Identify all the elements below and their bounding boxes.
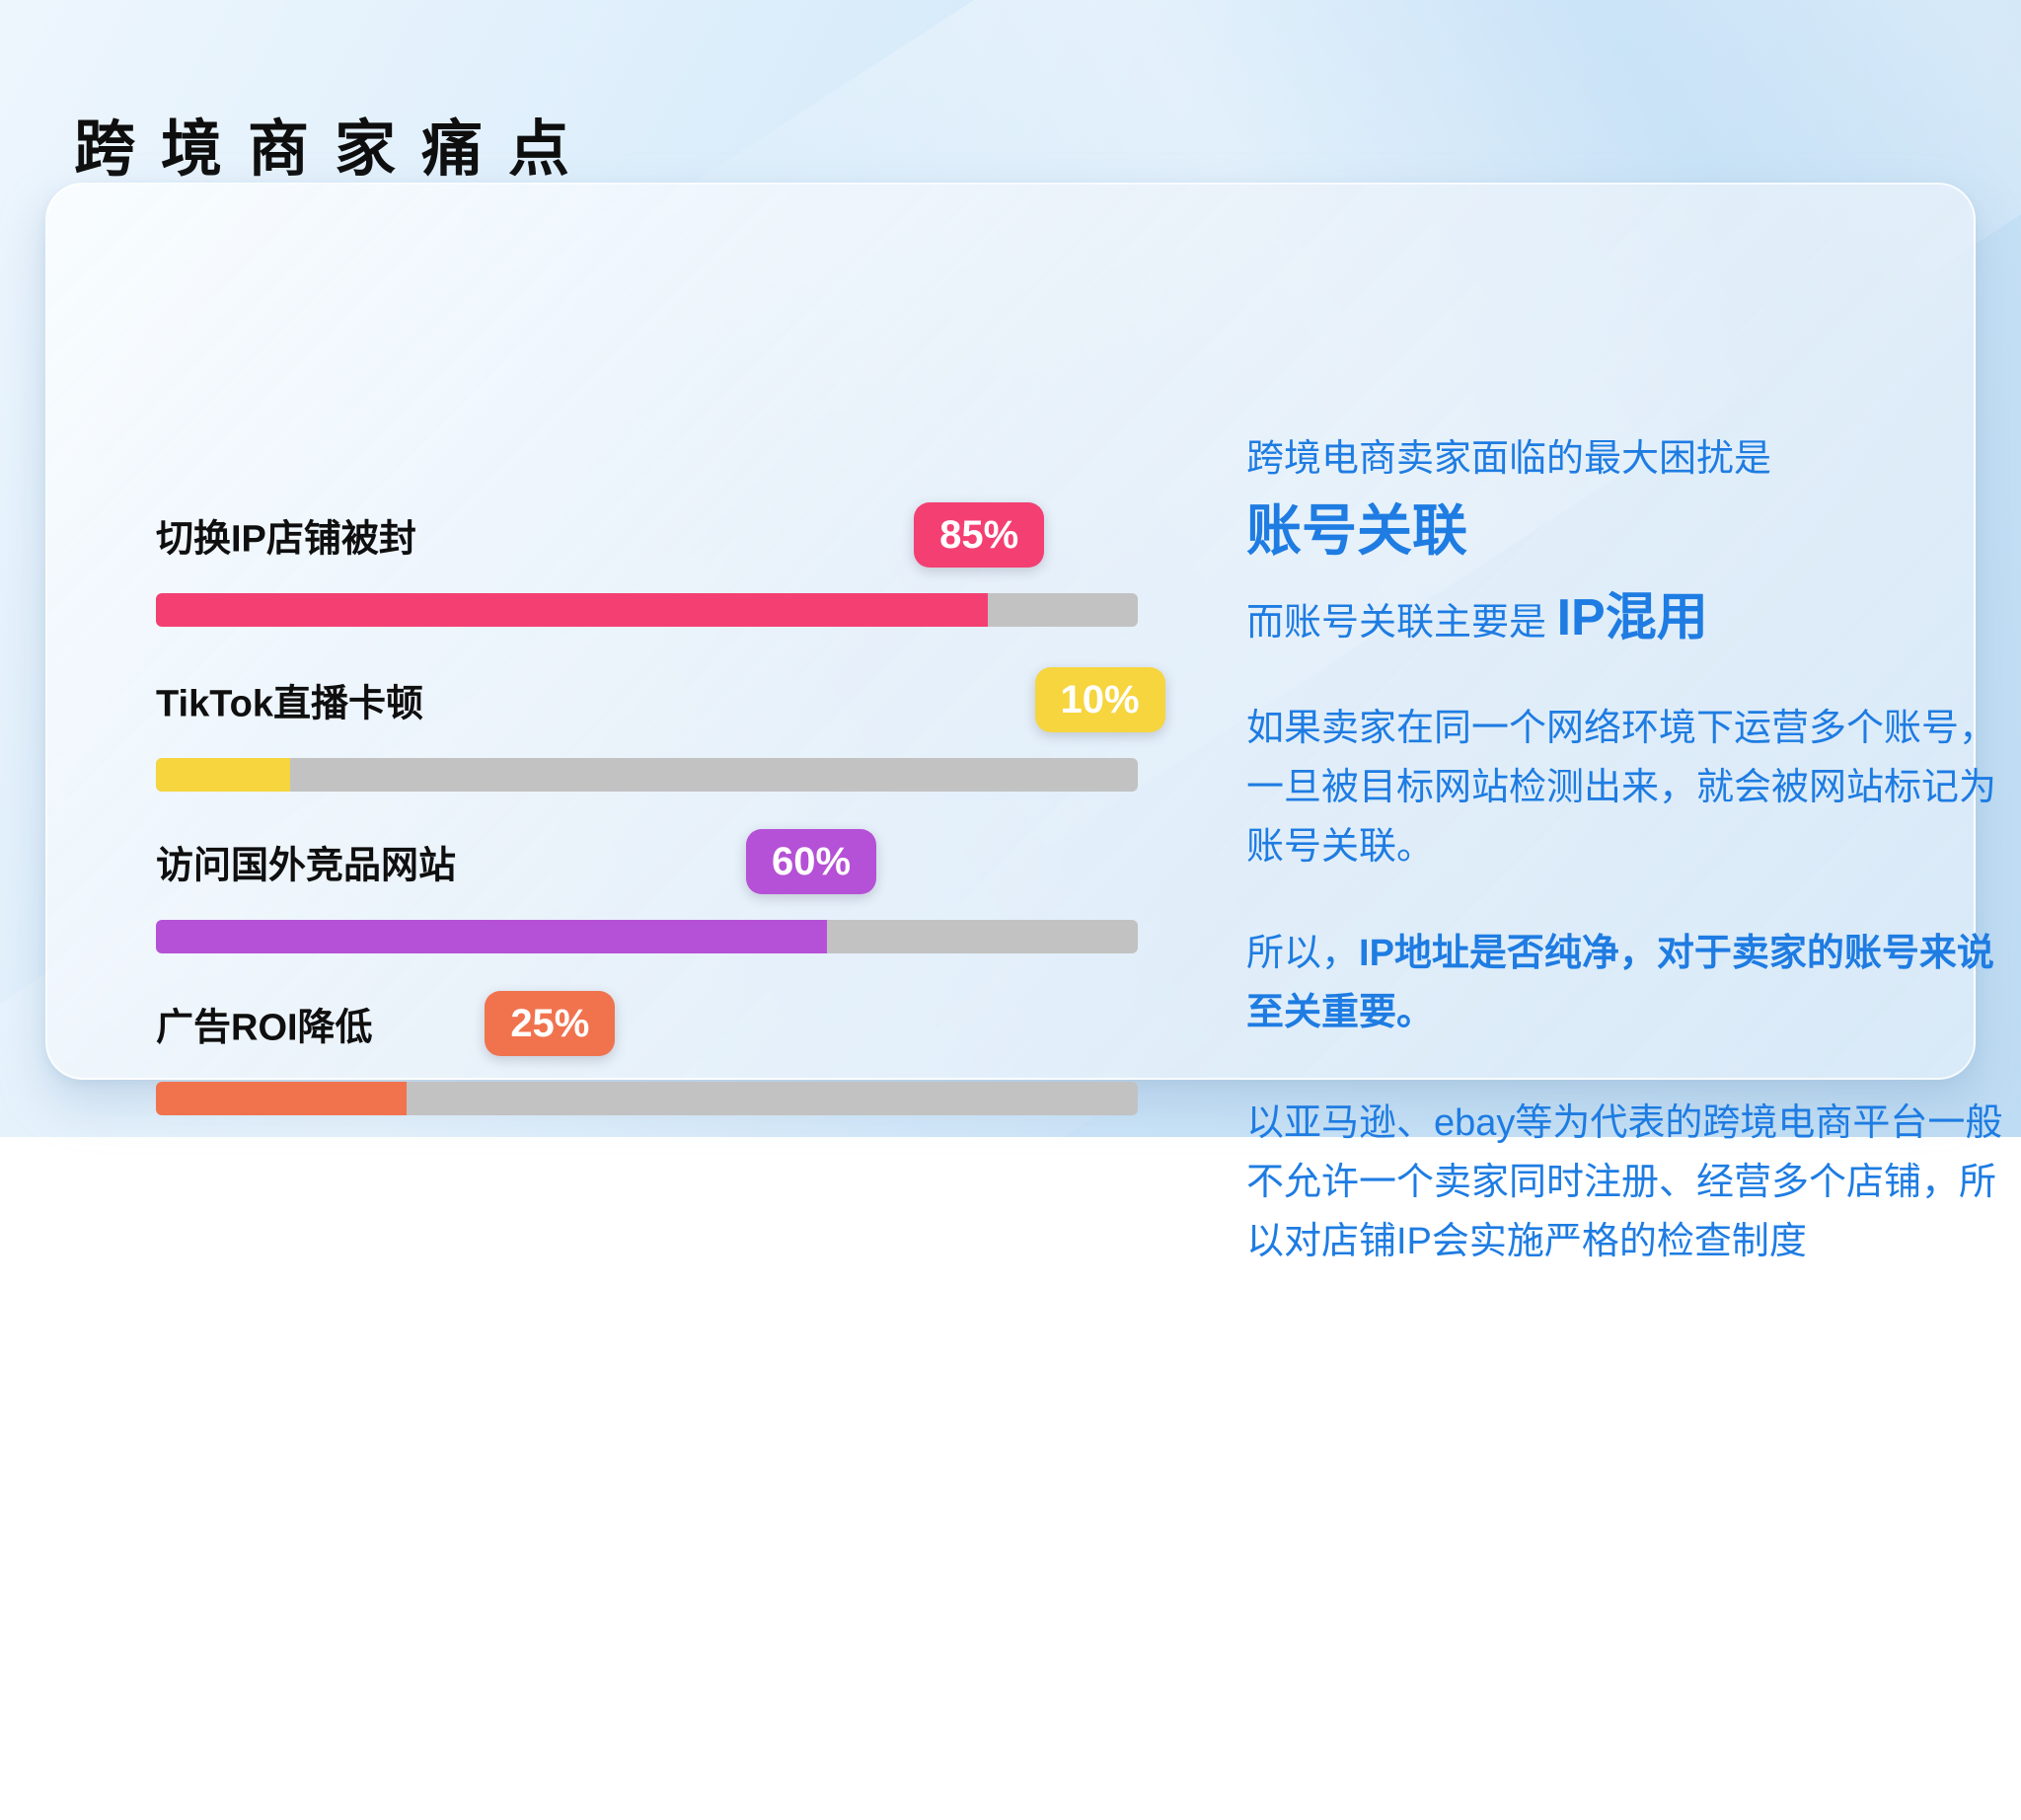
chart-row-head: 广告ROI降低 25% bbox=[156, 991, 1138, 1056]
value-badge: 85% bbox=[914, 502, 1045, 568]
bar-label: TikTok直播卡顿 bbox=[156, 683, 423, 725]
chart-row-head: TikTok直播卡顿 10% bbox=[156, 667, 1165, 732]
paragraph-platform-rules: 以亚马逊、ebay等为代表的跨境电商平台一般不允许一个卖家同时注册、经营多个店铺… bbox=[1246, 1102, 2003, 1262]
chart-row: 访问国外竞品网站 60% bbox=[156, 829, 1138, 991]
bar-fill bbox=[156, 920, 827, 953]
chart-row-head: 切换IP店铺被封 85% bbox=[156, 502, 1138, 568]
bar-track bbox=[156, 1082, 1138, 1115]
chart-row: 切换IP店铺被封 85% bbox=[156, 502, 1138, 664]
chart-row: 广告ROI降低 25% bbox=[156, 991, 1138, 1153]
bar-track bbox=[156, 593, 1138, 627]
paragraph-account-linking: 如果卖家在同一个网络环境下运营多个账号，一旦被目标网站检测出来，就会被网站标记为… bbox=[1246, 708, 1997, 868]
bar-fill bbox=[156, 593, 988, 627]
bar-track bbox=[156, 920, 1138, 953]
headline-text: 账号关联 bbox=[1246, 499, 1467, 562]
chart-row: TikTok直播卡顿 10% bbox=[156, 667, 1165, 829]
pain-points-bar-chart: 切换IP店铺被封 85% TikTok直播卡顿 10% 访问国外竞品网站 bbox=[156, 502, 1165, 1252]
bar-label: 访问国外竞品网站 bbox=[156, 845, 457, 887]
paragraph-bold: IP地址是否纯净，对于卖家的账号来说至关重要。 bbox=[1246, 933, 1994, 1033]
page-title: 跨境商家痛点 bbox=[74, 114, 596, 184]
chart-row-head: 访问国外竞品网站 60% bbox=[156, 829, 1138, 894]
paragraph-ip-purity: 所以，IP地址是否纯净，对于卖家的账号来说至关重要。 bbox=[1246, 924, 2018, 1042]
paragraph-prefix: 所以， bbox=[1246, 933, 1360, 974]
intro-text: 跨境电商卖家面临的最大困扰是 bbox=[1246, 438, 1772, 480]
value-badge: 25% bbox=[485, 991, 616, 1056]
subhead-emphasis: IP混用 bbox=[1556, 589, 1708, 646]
value-badge: 10% bbox=[1034, 667, 1165, 732]
subhead-prefix: 而账号关联主要是 bbox=[1246, 602, 1557, 644]
bar-label: 广告ROI降低 bbox=[156, 1007, 373, 1049]
bar-label: 切换IP店铺被封 bbox=[156, 518, 416, 561]
bar-track bbox=[156, 758, 1138, 792]
pain-points-card: 切换IP店铺被封 85% TikTok直播卡顿 10% 访问国外竞品网站 bbox=[45, 183, 2002, 1262]
explanation-panel: 跨境电商卖家面临的最大困扰是 账号关联 而账号关联主要是 IP混用 如果卖家在同… bbox=[1246, 433, 2018, 1271]
bar-fill bbox=[156, 758, 291, 792]
bar-fill bbox=[156, 1082, 407, 1115]
subhead-line: 而账号关联主要是 IP混用 bbox=[1246, 589, 2018, 651]
value-badge: 60% bbox=[745, 829, 877, 894]
